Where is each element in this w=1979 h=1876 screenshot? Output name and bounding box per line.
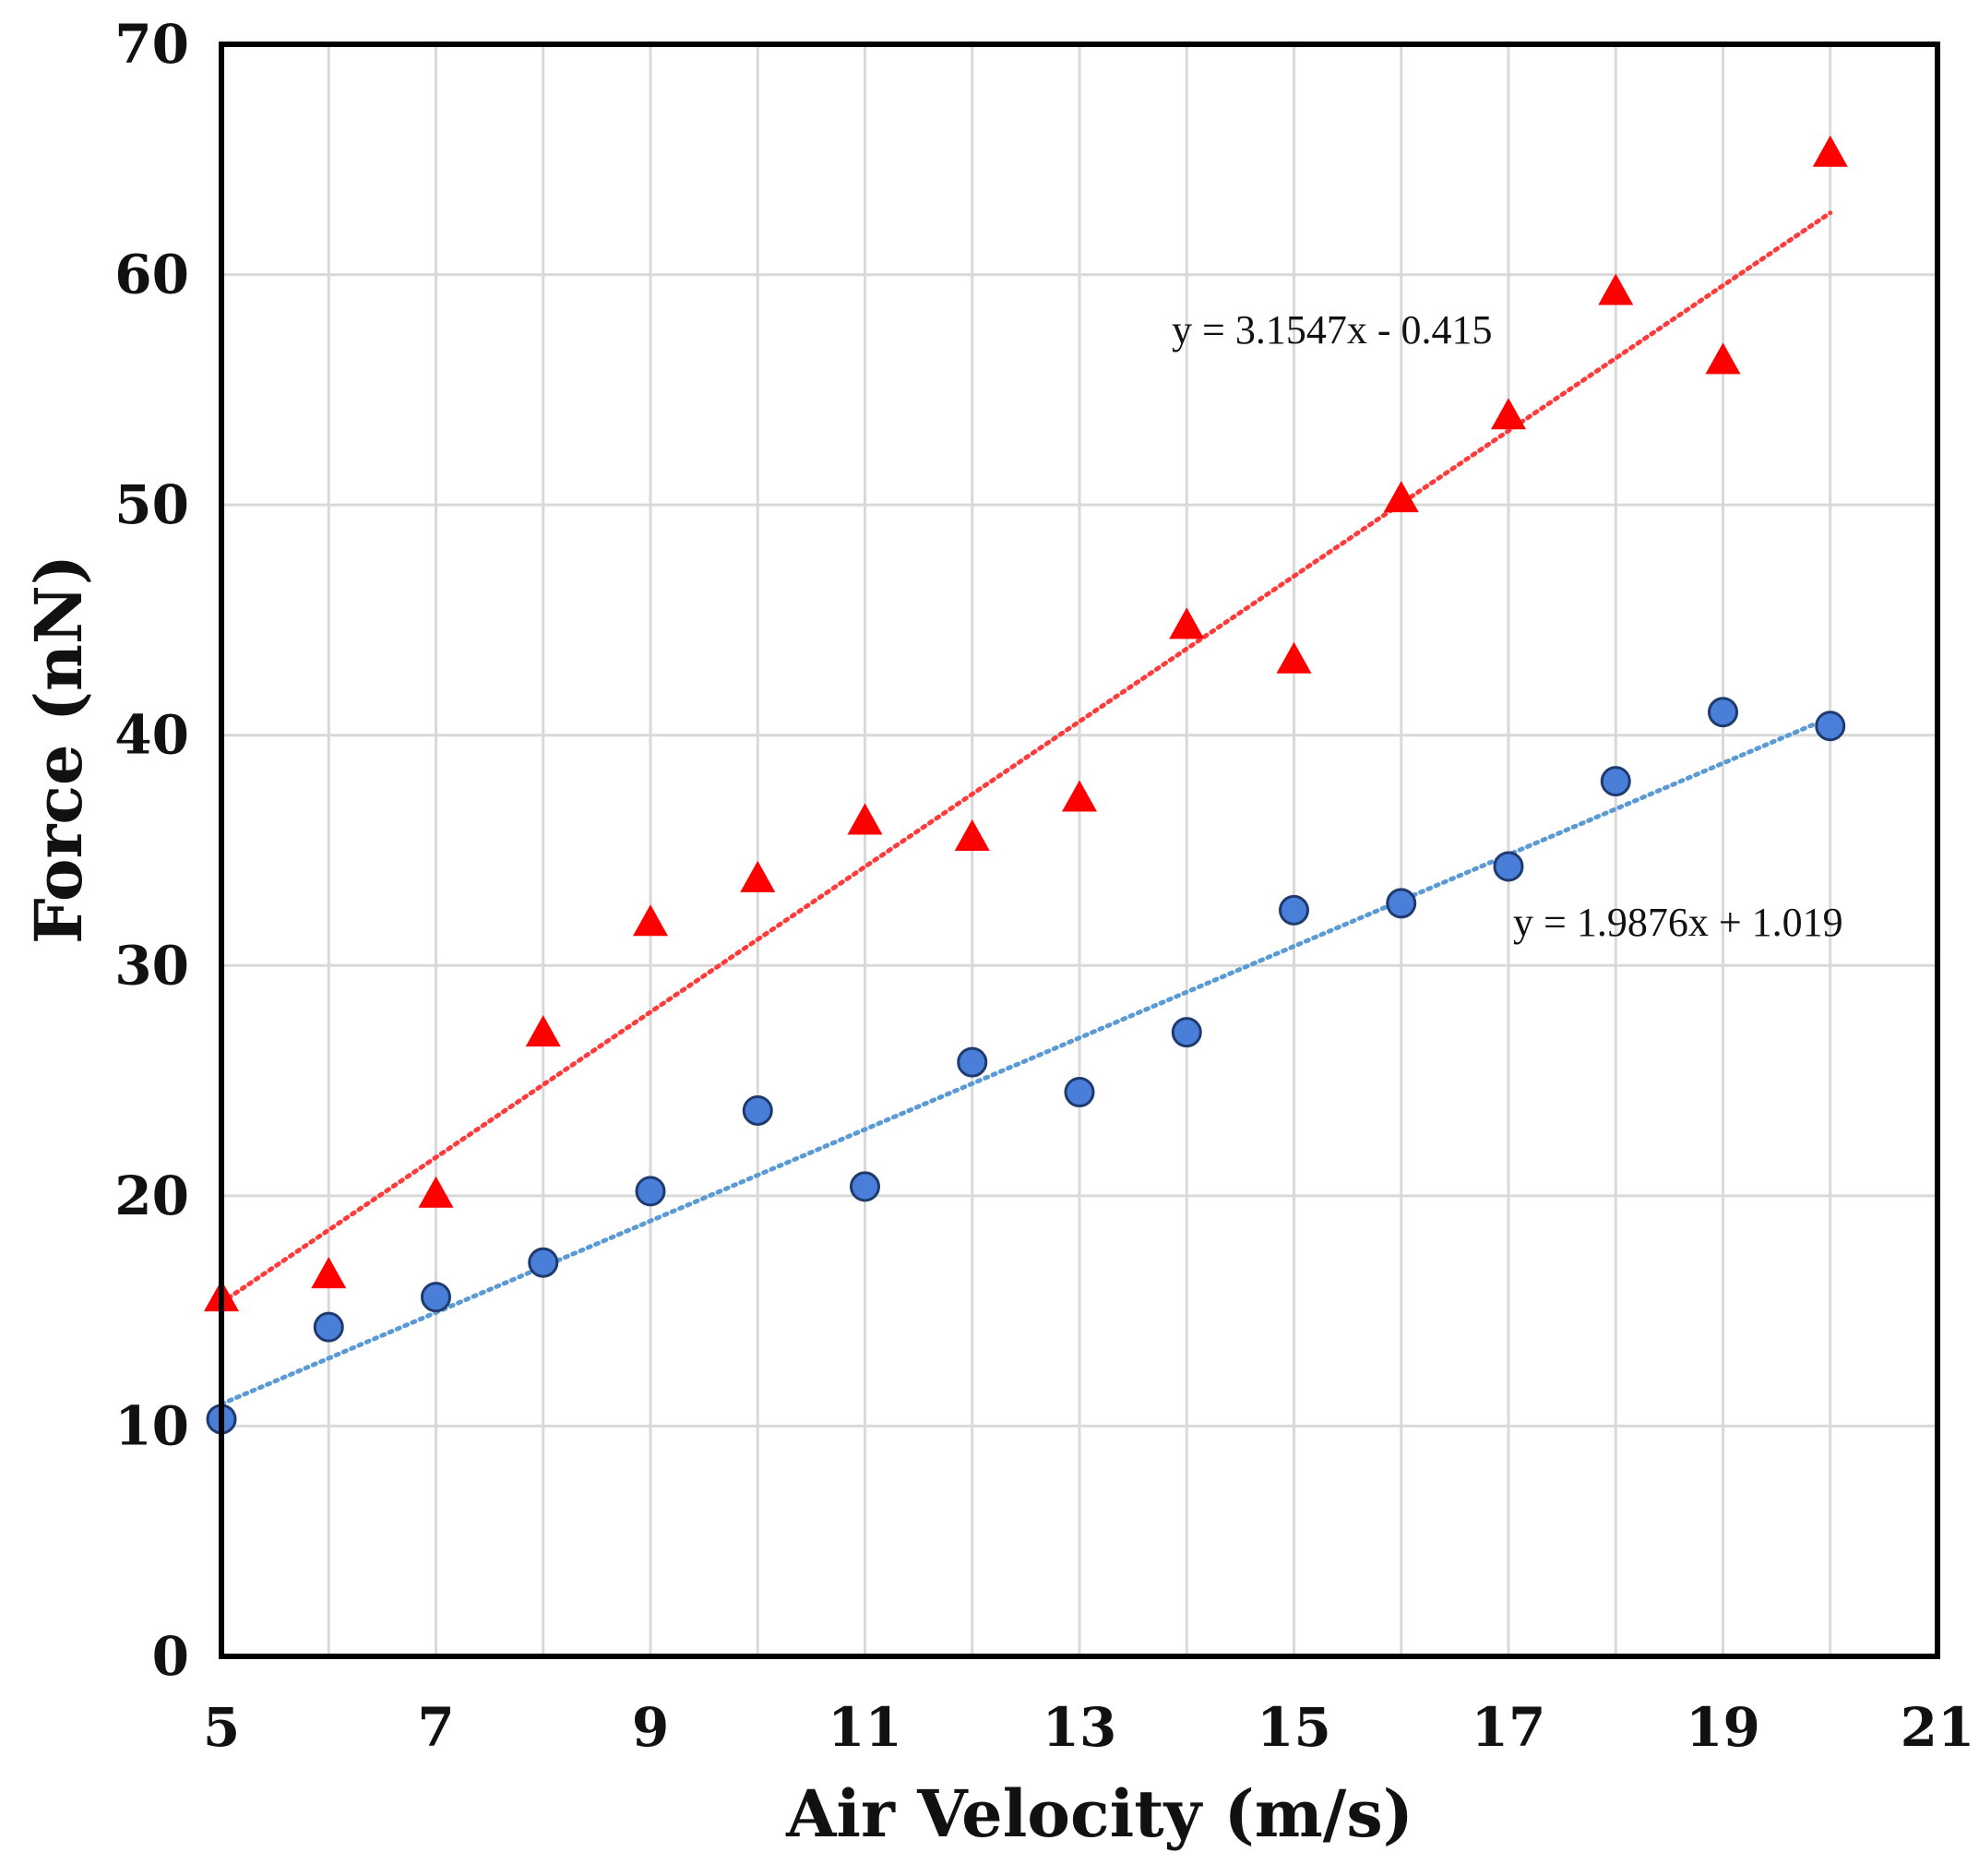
equation-label-circles: y = 1.9876x + 1.019 — [1513, 900, 1843, 945]
x-tick-label-21: 21 — [1901, 1696, 1975, 1759]
grid-lines — [220, 42, 1939, 1658]
trendline-circles — [219, 714, 1833, 1407]
x-tick-label-11: 11 — [828, 1696, 902, 1759]
x-tick-label-9: 9 — [632, 1696, 669, 1759]
trendlines — [219, 210, 1833, 1407]
data-points — [204, 135, 1848, 1435]
y-tick-label-30: 30 — [114, 934, 189, 997]
point-triangles-17 — [1491, 398, 1526, 430]
trendline-triangles — [219, 210, 1833, 1306]
equation-label-triangles: y = 3.1547x - 0.415 — [1172, 307, 1492, 352]
x-tick-label-17: 17 — [1472, 1696, 1546, 1759]
x-tick-label-15: 15 — [1257, 1696, 1331, 1759]
plot-frame — [219, 42, 1940, 1659]
point-triangles-19 — [1705, 342, 1741, 375]
point-circles-20 — [1815, 711, 1846, 742]
point-circles-18 — [1600, 766, 1631, 797]
x-tick-label-13: 13 — [1043, 1696, 1117, 1759]
point-circles-14 — [1171, 1017, 1202, 1048]
y-tick-label-40: 40 — [114, 704, 189, 767]
point-circles-8 — [528, 1247, 559, 1278]
x-axis-title: Air Velocity (m/s) — [785, 1775, 1413, 1852]
x-tick-label-5: 5 — [203, 1696, 240, 1759]
y-tick-label-70: 70 — [114, 13, 189, 76]
point-triangles-20 — [1812, 135, 1848, 167]
point-triangles-12 — [954, 819, 990, 851]
y-axis-title: Force (nN) — [20, 555, 97, 944]
point-circles-12 — [957, 1046, 988, 1078]
point-triangles-15 — [1276, 641, 1312, 674]
point-circles-19 — [1708, 697, 1738, 728]
point-triangles-16 — [1383, 481, 1419, 513]
point-circles-13 — [1064, 1077, 1095, 1108]
x-tick-label-19: 19 — [1686, 1696, 1760, 1759]
point-triangles-9 — [633, 904, 668, 937]
point-circles-6 — [313, 1311, 344, 1343]
tick-labels: 5 7 9 11 13 15 17 19 21 0 10 20 30 40 50 60 70 — [114, 13, 1974, 1759]
y-tick-label-10: 10 — [114, 1394, 189, 1457]
point-triangles-18 — [1598, 273, 1634, 305]
point-circles-7 — [421, 1282, 451, 1313]
point-circles-17 — [1493, 851, 1524, 882]
point-circles-15 — [1279, 894, 1309, 926]
point-triangles-13 — [1062, 780, 1097, 812]
point-circles-16 — [1386, 888, 1417, 919]
x-tick-label-7: 7 — [417, 1696, 454, 1759]
point-circles-11 — [850, 1171, 880, 1202]
y-tick-label-60: 60 — [114, 244, 189, 306]
point-triangles-14 — [1169, 607, 1205, 639]
point-triangles-7 — [418, 1176, 454, 1208]
point-triangles-11 — [847, 803, 883, 835]
y-tick-label-20: 20 — [114, 1165, 189, 1227]
y-tick-label-0: 0 — [152, 1625, 189, 1688]
point-circles-10 — [742, 1095, 773, 1127]
point-triangles-6 — [311, 1257, 347, 1289]
point-triangles-8 — [525, 1015, 561, 1047]
point-triangles-10 — [740, 860, 776, 892]
point-circles-9 — [635, 1176, 666, 1207]
y-tick-label-50: 50 — [114, 473, 189, 536]
